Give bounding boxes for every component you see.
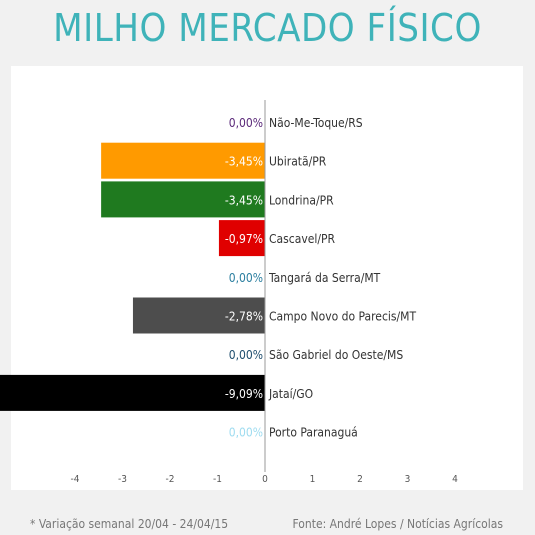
x-tick-label: 3 (405, 474, 411, 485)
value-label: 0,00% (229, 116, 263, 130)
x-tick-label: 1 (310, 474, 316, 485)
x-tick-label: 0 (262, 474, 268, 485)
category-label: Tangará da Serra/MT (268, 271, 381, 285)
x-tick-label: -3 (118, 474, 127, 485)
bar (132, 297, 265, 334)
bar (0, 374, 265, 411)
category-label: Londrina/PR (269, 193, 334, 207)
category-label: Ubiratã/PR (269, 155, 327, 169)
category-label: Cascavel/PR (269, 232, 336, 246)
x-tick-label: 2 (357, 474, 363, 485)
bar (218, 220, 265, 257)
value-label: 0,00% (229, 271, 263, 285)
category-label: São Gabriel do Oeste/MS (269, 348, 403, 362)
x-tick-label: -4 (71, 474, 80, 485)
value-label: 0,00% (229, 426, 263, 440)
category-label: Porto Paranaguá (269, 426, 358, 440)
value-label: -9,09% (225, 387, 263, 401)
x-tick-label: -2 (166, 474, 175, 485)
category-label: Campo Novo do Parecis/MT (269, 310, 416, 324)
value-label: -3,45% (225, 193, 263, 207)
page-title: MILHO MERCADO FÍSICO (53, 6, 482, 50)
footnote: * Variação semanal 20/04 - 24/04/15 (30, 517, 229, 531)
category-label: Não-Me-Toque/RS (269, 116, 363, 130)
x-tick-label: -1 (213, 474, 222, 485)
source-credit: Fonte: André Lopes / Notícias Agrícolas (292, 517, 504, 531)
chart-panel (11, 66, 523, 490)
value-label: -3,45% (225, 155, 263, 169)
value-label: 0,00% (229, 348, 263, 362)
bar (101, 181, 265, 218)
category-label: Jataí/GO (268, 387, 313, 401)
bar (101, 142, 265, 179)
x-tick-label: 4 (452, 474, 458, 485)
value-label: -0,97% (225, 232, 263, 246)
value-label: -2,78% (225, 310, 263, 324)
